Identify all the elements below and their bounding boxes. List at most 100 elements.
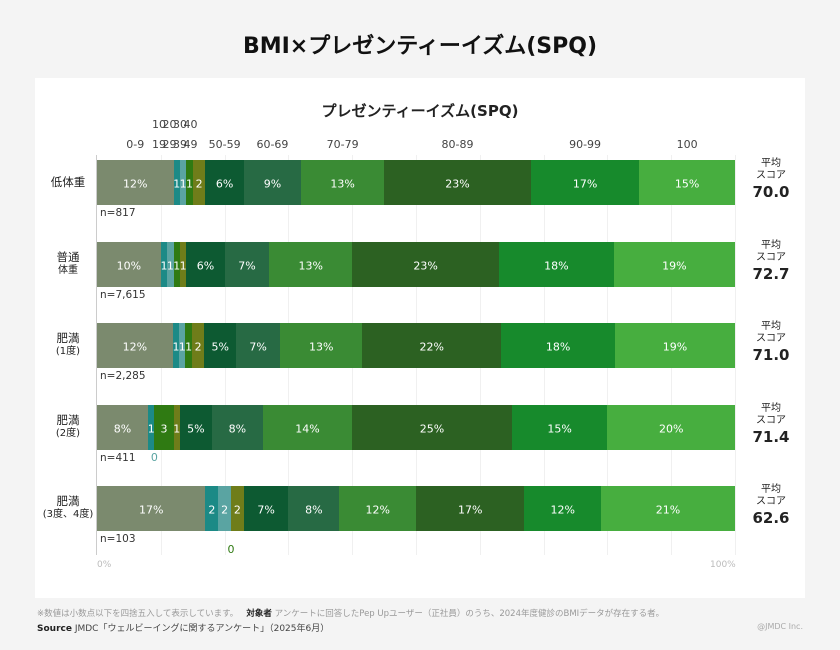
bar-segment xyxy=(211,405,264,450)
average-score-value: 70.0 xyxy=(752,183,790,201)
row-label: 肥満 (1度) xyxy=(40,331,96,359)
bar-segment xyxy=(501,323,616,368)
average-score-label: スコア xyxy=(756,170,786,181)
bar-segment xyxy=(205,160,245,205)
bar-value-label: 14% xyxy=(295,422,320,435)
bar-value-label: 19% xyxy=(662,259,687,272)
bar-value-label: 1 xyxy=(173,259,181,272)
average-score: 平均 スコア 71.0 xyxy=(742,321,800,365)
series-label-bottom: 19 xyxy=(152,138,166,151)
bar-value-label: 1 xyxy=(173,422,181,435)
average-score: 平均 スコア 71.4 xyxy=(742,403,800,447)
bar-value-label: 5% xyxy=(187,422,205,435)
bar-segment xyxy=(352,242,500,287)
bar-value-label: 1 xyxy=(178,340,186,353)
bar-value-label: 25% xyxy=(419,422,445,435)
gridline xyxy=(735,155,736,555)
bar-segment xyxy=(243,486,289,531)
copyright: @JMDC Inc. xyxy=(757,622,803,631)
bar-segment xyxy=(230,486,245,531)
bar-value-label: 6% xyxy=(215,177,234,190)
bar-value-label: 12% xyxy=(550,503,575,516)
bar-value-label: 18% xyxy=(544,259,569,272)
bar-value-label: 7% xyxy=(238,259,256,272)
bar-segment xyxy=(173,405,181,450)
bar-value-label: 2 xyxy=(208,503,216,516)
bar-value-label: 23% xyxy=(445,177,470,190)
bar-segment xyxy=(97,160,175,205)
bar-segment xyxy=(160,242,168,287)
bar-value-label: 2 xyxy=(233,503,241,516)
bar-value-label: 3 xyxy=(160,422,168,435)
average-score-label: スコア xyxy=(756,415,786,426)
bar-segment xyxy=(243,160,302,205)
bar-segment xyxy=(339,486,417,531)
bar-value-label: 2 xyxy=(221,503,229,516)
average-score-value: 62.6 xyxy=(752,509,790,527)
series-label-bottom: 49 xyxy=(183,138,198,151)
bar-value-label: 1 xyxy=(173,177,181,190)
average-score-label: 平均 xyxy=(761,158,781,169)
average-score-label: 平均 xyxy=(761,403,781,414)
bar-value-label: 1 xyxy=(166,259,174,272)
series-label-top: 10 xyxy=(152,118,166,131)
bar-segment xyxy=(224,242,270,287)
bar-segment xyxy=(191,323,205,368)
bar-segment xyxy=(192,160,206,205)
row-label-line: 肥満 xyxy=(56,331,80,345)
bar-value-label: 13% xyxy=(298,259,323,272)
bar-value-label: 7% xyxy=(257,503,275,516)
bar-segment xyxy=(179,160,187,205)
bar-segment xyxy=(416,486,525,531)
bar-value-label: 9% xyxy=(263,177,282,190)
bar-value-label: 10% xyxy=(116,259,142,272)
sample-size: n=103 xyxy=(100,533,136,545)
average-score-value: 71.4 xyxy=(752,428,790,446)
bar-segment xyxy=(172,323,180,368)
series-label-bottom: 39 xyxy=(173,138,187,151)
chart-title: プレゼンティーイズム(SPQ) xyxy=(321,102,519,120)
bar-value-label: 7% xyxy=(249,340,267,353)
bar-segment xyxy=(179,242,187,287)
row-label: 肥満 (2度) xyxy=(40,413,96,441)
bar-value-label: 12% xyxy=(123,177,148,190)
bar-value-label: 1 xyxy=(185,340,193,353)
bar-value-label: 19% xyxy=(662,340,688,353)
sample-size: n=817 xyxy=(100,207,136,219)
x-tick-label: 0% xyxy=(97,560,112,570)
bar-segment xyxy=(186,160,194,205)
bar-segment xyxy=(204,323,237,368)
average-score-label: スコア xyxy=(756,252,786,263)
average-score-value: 72.7 xyxy=(752,265,790,283)
bar-value-label: 17% xyxy=(572,177,598,190)
bar-value-label: 1 xyxy=(186,177,193,190)
bar-segment xyxy=(301,160,385,205)
series-label-top: 30 xyxy=(173,118,187,131)
bar-value-label: 22% xyxy=(419,340,445,353)
series-label: 100 xyxy=(676,138,698,151)
bar-segment xyxy=(614,323,736,368)
bar-segment xyxy=(524,486,602,531)
bar-segment xyxy=(218,486,232,531)
bar-segment xyxy=(173,160,181,205)
bar-value-label: 20% xyxy=(658,422,684,435)
bar-value-label: 15% xyxy=(547,422,572,435)
average-score: 平均 スコア 72.7 xyxy=(742,240,800,284)
bar-segment xyxy=(154,405,175,450)
bar-value-label: 8% xyxy=(113,422,132,435)
y-axis-line xyxy=(96,155,97,555)
bar-segment xyxy=(235,323,281,368)
row-label-line: (1度) xyxy=(55,346,81,357)
bar-segment xyxy=(613,242,736,287)
average-score-label: 平均 xyxy=(761,240,781,251)
bar-segment xyxy=(639,160,736,205)
series-label: 0-9 xyxy=(126,138,145,151)
bar-value-label: 1 xyxy=(179,259,187,272)
bar-value-label: 15% xyxy=(674,177,700,190)
row-label-line: 肥満 xyxy=(56,494,80,508)
bar-value-label: 1 xyxy=(160,259,168,272)
bar-segment xyxy=(185,323,193,368)
bar-segment xyxy=(97,405,149,450)
average-score: 平均 スコア 62.6 xyxy=(742,484,800,528)
bar-segment xyxy=(179,405,213,450)
